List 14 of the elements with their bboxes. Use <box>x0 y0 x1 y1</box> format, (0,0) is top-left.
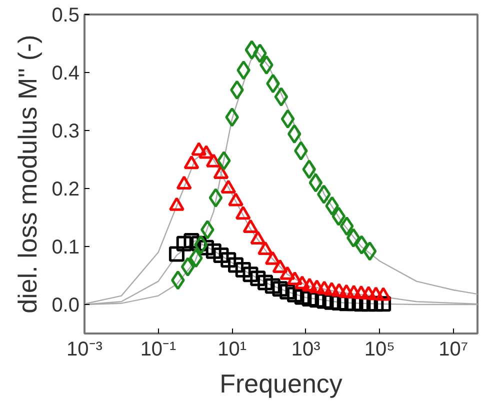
x-tick-label: 10⁻¹ <box>140 338 177 360</box>
y-tick-label: 0.5 <box>52 4 80 26</box>
y-tick-label: 0.0 <box>52 294 80 316</box>
y-axis-title: diel. loss modulus M'' (-) <box>12 34 43 314</box>
x-tick-label: 10⁷ <box>438 338 468 360</box>
x-tick-label: 10⁻³ <box>66 338 103 360</box>
y-tick-label: 0.1 <box>52 236 80 258</box>
y-tick-label: 0.4 <box>52 62 80 84</box>
x-tick-label: 10¹ <box>218 338 247 360</box>
x-axis-title: Frequency <box>220 368 342 398</box>
x-tick-label: 10⁵ <box>364 338 395 360</box>
y-tick-label: 0.3 <box>52 120 80 142</box>
y-tick-label: 0.2 <box>52 178 80 200</box>
x-tick-label: 10³ <box>291 338 321 360</box>
